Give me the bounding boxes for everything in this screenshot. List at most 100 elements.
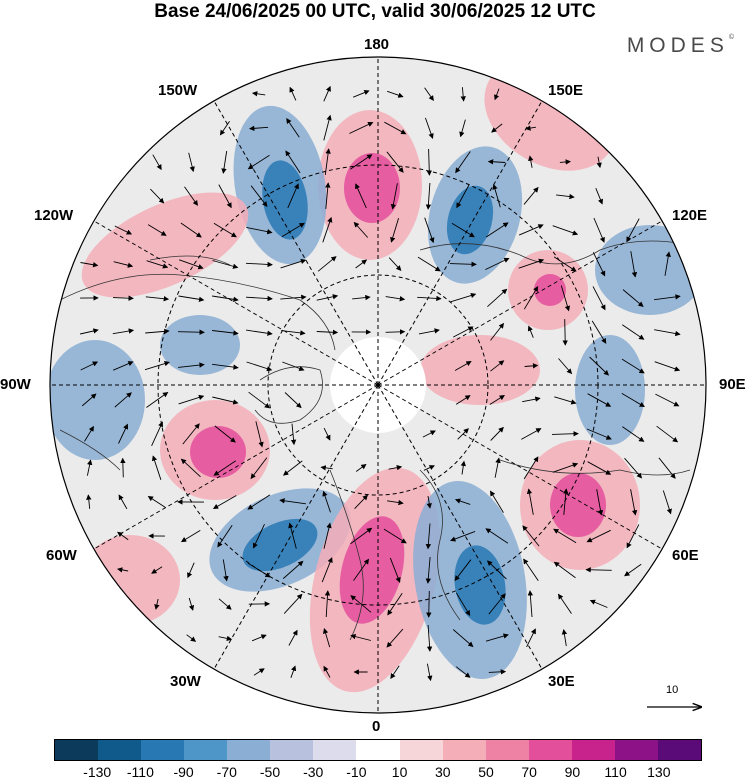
wind-vector-arrow [117, 567, 129, 573]
wind-vector-arrow [250, 457, 268, 480]
wind-vector-arrow [622, 426, 645, 442]
lon-label-150w: 150W [158, 82, 198, 99]
lon-label-120w: 120W [34, 207, 74, 224]
colorbar-tick-label: -10 [346, 764, 367, 780]
anomaly-region [595, 225, 705, 315]
modes-logo: MODES© [626, 34, 734, 57]
wind-vector-arrow [251, 634, 267, 642]
wind-vector-arrow [557, 593, 572, 614]
wind-vector-arrow [426, 590, 432, 618]
meridian-line [377, 220, 663, 386]
wind-vector-arrow [180, 222, 202, 238]
lat-lon-grid [50, 57, 706, 713]
wind-vector-arrow [184, 186, 199, 206]
colorbar-tick-label: 50 [478, 764, 494, 780]
colorbar-swatch [270, 740, 314, 760]
wind-vector-arrow [490, 360, 505, 372]
wind-vector-arrow [113, 361, 134, 371]
wind-vector-arrow [323, 522, 332, 549]
anomaly-region [81, 192, 249, 298]
colorbar-tick-label: -130 [83, 764, 112, 780]
wind-vector-arrow [390, 183, 398, 210]
wind-vector-arrow [349, 121, 374, 134]
wind-vector-arrow [426, 624, 433, 652]
anomaly-region [344, 153, 400, 223]
wind-vector-arrow [212, 330, 239, 336]
wind-vector-arrow [485, 528, 509, 544]
wind-vector-arrow [452, 326, 474, 338]
wind-vector-arrow [213, 222, 237, 238]
lon-label-90e: 90E [719, 376, 746, 393]
wind-vector-arrow [449, 261, 477, 267]
wind-vector-arrow [147, 496, 166, 508]
coastline [254, 366, 323, 424]
wind-vector-arrow [527, 325, 534, 338]
wind-vector-arrow [554, 396, 577, 405]
wind-vector-arrow [488, 593, 506, 615]
colorbar-swatch [528, 740, 572, 760]
wind-vector-arrow [424, 217, 435, 244]
wind-vector-arrow [487, 288, 508, 308]
colorbar-tick-label: -70 [216, 764, 237, 780]
wind-vector-arrow [388, 257, 402, 271]
meridian-line [93, 220, 379, 386]
wind-vector-arrow [526, 628, 536, 648]
wind-vector-arrow [212, 396, 239, 405]
wind-vector-arrow [177, 329, 205, 335]
wind-vector-arrow [112, 328, 135, 335]
colorbar-tick-label: -90 [173, 764, 194, 780]
wind-vector-arrow [418, 328, 440, 335]
colorbar-swatch [55, 740, 99, 760]
wind-vector-arrow [118, 494, 128, 510]
wind-vector-arrow [247, 494, 271, 510]
wind-vector-arrow [114, 225, 133, 235]
wind-vector-arrow [218, 635, 233, 642]
wind-vector-arrow [387, 592, 403, 616]
lon-label-30e: 30E [548, 673, 575, 690]
wind-vector-arrow [425, 182, 432, 210]
wind-vector-arrow [621, 393, 645, 408]
wind-vector-arrow [288, 629, 298, 646]
wind-vector-arrow [353, 221, 369, 238]
wind-vector-arrow [147, 224, 167, 236]
wind-vector-arrow [624, 563, 642, 577]
wind-vector-arrow [282, 460, 303, 476]
anomaly-region [80, 535, 180, 625]
wind-vector-arrow [350, 527, 373, 545]
wind-vector-arrow [212, 495, 237, 509]
wind-vector-arrow [222, 559, 229, 582]
wind-vector-arrow [180, 458, 201, 478]
wind-vector-arrow [118, 423, 129, 444]
meridian-line [377, 100, 543, 386]
wind-vector-arrow [389, 557, 401, 583]
wind-vector-arrow [152, 154, 162, 171]
wind-vector-arrow [654, 294, 681, 301]
wind-vector-arrow [320, 465, 333, 471]
coastline [149, 255, 231, 266]
lon-label-60w: 60W [46, 547, 77, 564]
colorbar-swatch [485, 740, 529, 760]
wind-vector-arrow [487, 159, 506, 165]
wind-vector-arrow [282, 361, 305, 371]
wind-vector-arrow [386, 151, 404, 173]
wind-vector-arrow [154, 598, 160, 610]
wind-vector-arrow [322, 216, 333, 243]
wind-vector-arrow [251, 91, 266, 97]
wind-vector-arrow [144, 361, 170, 371]
wind-vector-arrow [552, 225, 579, 236]
wind-vector-arrow [178, 394, 205, 405]
wind-vector-arrow [317, 256, 337, 272]
wind-vector-arrow [322, 490, 331, 513]
wind-vector-arrow [325, 182, 331, 209]
wind-vector-arrow [658, 457, 676, 479]
wind-vector-arrow [214, 425, 236, 443]
wind-vector-arrow [187, 562, 195, 579]
wind-vector-arrow [355, 463, 367, 472]
vector-scale-label: 10 [666, 684, 679, 696]
wind-vector-arrow [286, 118, 300, 138]
wind-vector-arrow [426, 663, 433, 682]
colorbar-swatch [442, 740, 486, 760]
wind-vector-arrow [552, 462, 579, 473]
wind-vector-arrow [249, 125, 269, 132]
